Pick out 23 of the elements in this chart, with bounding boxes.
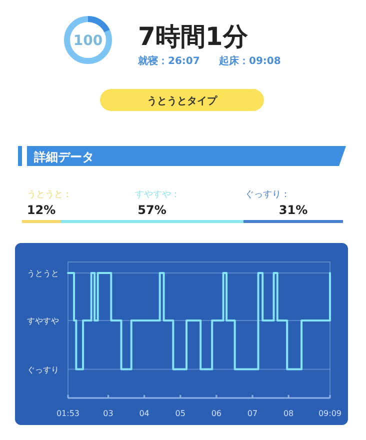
data-label: 31% xyxy=(278,203,308,217)
text: うとうと： xyxy=(27,190,72,200)
text: すやすや： xyxy=(135,190,180,200)
ref-line-label: うとうと xyxy=(27,269,59,278)
x-tick-label: 09:09 xyxy=(318,409,342,418)
ref-line-label: ぐっすり xyxy=(27,365,59,374)
text: 7時間1分 xyxy=(138,22,249,51)
data-label: 57% xyxy=(138,203,166,217)
text: うとうとタイプ xyxy=(147,95,218,107)
x-tick-label: 08 xyxy=(283,409,294,418)
x-tick-label: 04 xyxy=(139,409,150,418)
data-label: 12% xyxy=(26,203,56,217)
ref-line-label: すやすや xyxy=(27,316,59,326)
chart-title: 詳細データ xyxy=(33,150,94,164)
x-tick-label: 03 xyxy=(103,409,114,418)
x-tick-label: 06 xyxy=(211,409,222,418)
text: 起床：09:08 xyxy=(218,55,281,67)
text: 100 xyxy=(73,33,103,49)
x-tick-label: 05 xyxy=(175,409,186,418)
x-tick-label: 01:53 xyxy=(56,409,80,418)
text: ぐっすり： xyxy=(245,190,290,200)
text: 就寝：26:07 xyxy=(137,55,200,67)
x-tick-label: 07 xyxy=(247,409,258,418)
